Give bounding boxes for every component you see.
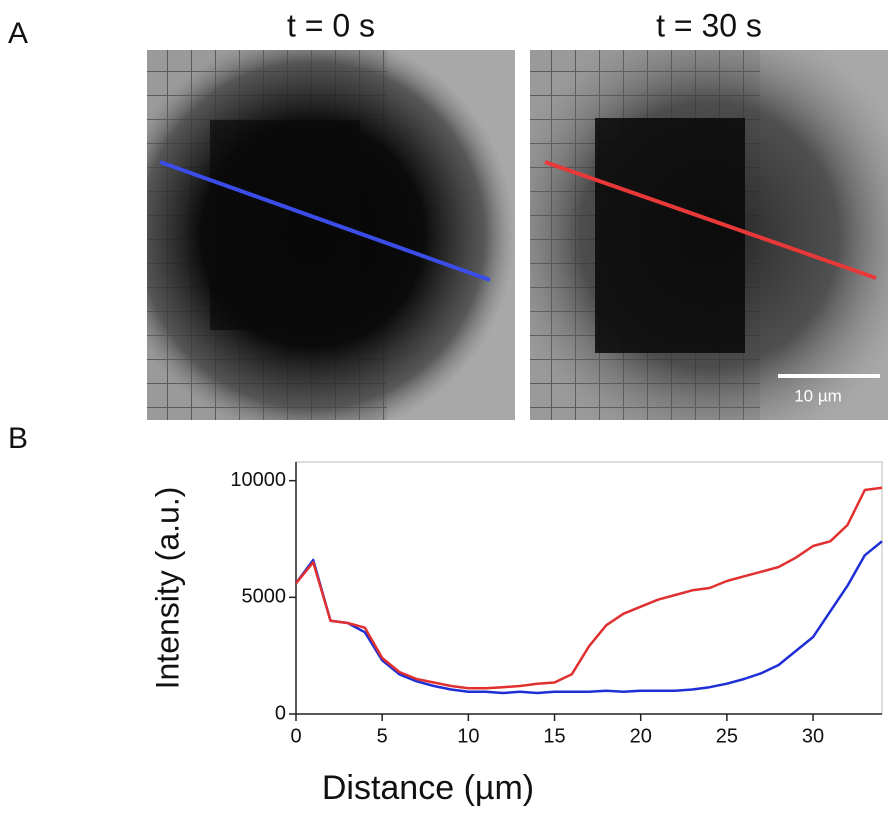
image-title: t = 0 s [287, 7, 375, 43]
panel-label: B [8, 422, 28, 455]
panel-label: A [8, 17, 28, 50]
x-tick-label: 25 [716, 725, 738, 747]
x-tick-label: 30 [802, 725, 824, 747]
data-line [294, 540, 883, 695]
y-tick-label: 0 [275, 702, 286, 724]
image-title: t = 30 s [656, 7, 762, 43]
x-tick-label: 20 [630, 725, 652, 747]
scale-bar-label: 10 µm [794, 386, 842, 405]
y-tick-label: 10000 [230, 469, 286, 491]
x-tick-label: 0 [290, 725, 301, 747]
data-line [295, 486, 883, 690]
y-tick-label: 5000 [242, 586, 287, 608]
micrograph [530, 50, 888, 420]
micrograph [147, 50, 515, 420]
x-tick-label: 15 [543, 725, 565, 747]
x-tick-label: 10 [457, 725, 479, 747]
x-tick-label: 5 [377, 725, 388, 747]
plot-frame [295, 461, 883, 715]
x-axis-title: Distance (µm) [322, 769, 534, 807]
y-axis-title: Intensity (a.u.) [149, 487, 185, 690]
